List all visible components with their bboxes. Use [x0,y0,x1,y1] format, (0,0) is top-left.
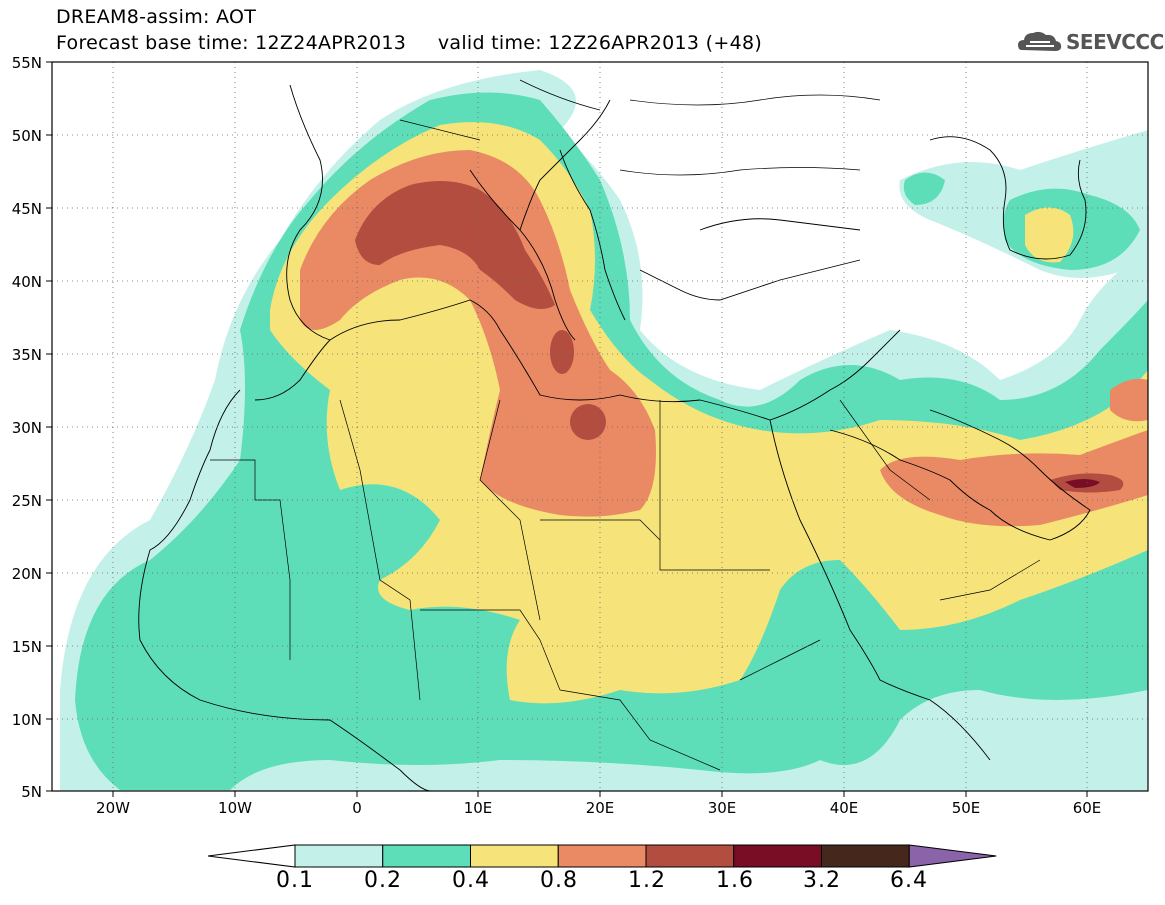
lat-label: 20N [12,565,42,583]
lon-label: 50E [952,799,981,817]
cloud-icon [1018,31,1062,51]
lat-label: 45N [12,200,42,218]
longitude-labels: 20W 10W 0 10E 20E 30E 40E 50E 60E [96,799,1101,817]
lon-label: 60E [1073,799,1102,817]
lat-label: 15N [12,638,42,656]
lon-label: 20E [586,799,615,817]
colorbar-extend-low [207,844,296,868]
colorbar-label: 3.2 [803,868,841,893]
lat-label: 25N [12,492,42,510]
colorbar-box [645,844,735,868]
lon-label: 40E [830,799,859,817]
colorbar-box [821,844,910,868]
colorbar-box [294,844,384,868]
colorbar-label: 0.1 [276,868,314,893]
borders [210,79,1041,771]
colorbar-label: 1.2 [628,868,666,893]
aot-contours [60,70,1148,791]
tick-marks [46,61,1088,797]
coastlines [138,84,1091,791]
colorbar-box [382,844,471,868]
lon-label: 20W [96,799,130,817]
colorbar-label: 0.8 [540,868,578,893]
lat-label: 55N [12,54,42,72]
lat-label: 30N [12,419,42,437]
latitude-labels: 55N 50N 45N 40N 35N 30N 25N 20N 15N 10N … [12,54,42,801]
colorbar-label: 1.6 [716,868,754,893]
lat-label: 50N [12,127,42,145]
lon-label: 10E [464,799,493,817]
colorbar-label: 0.4 [452,868,490,893]
lat-label: 35N [12,346,42,364]
colorbar [207,844,997,868]
valid-time-label: valid time: 12Z26APR2013 (+48) [437,32,763,54]
colorbar-label: 0.2 [364,868,402,893]
lat-label: 5N [21,783,42,801]
colorbar-box [470,844,559,868]
base-time-label: Forecast base time: 12Z24APR2013 [56,32,407,54]
aot-level-1.6 [1065,479,1100,488]
colorbar-box [733,844,822,868]
colorbar-extend-high [908,844,997,868]
chart-title: DREAM8-assim: AOT [56,6,257,28]
logo-text: SEEVCCC [1066,30,1164,54]
chart-subtitle: Forecast base time: 12Z24APR2013 valid t… [56,32,762,54]
aot-level-1.2 [355,181,555,309]
lon-label: 0 [352,799,362,817]
colorbar-label: 6.4 [890,868,928,893]
lon-label: 10W [218,799,252,817]
lat-label: 40N [12,273,42,291]
lon-label: 30E [708,799,737,817]
lat-label: 10N [12,711,42,729]
colorbar-box [557,844,647,868]
